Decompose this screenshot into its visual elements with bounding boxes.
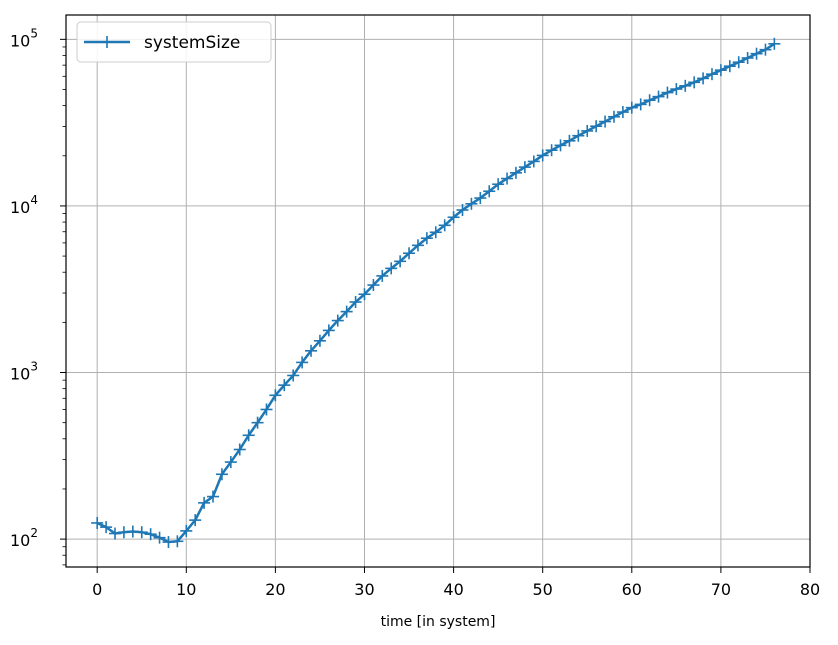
- data-point: [242, 429, 255, 442]
- data-point: [554, 139, 567, 152]
- data-point: [599, 115, 612, 128]
- data-point: [492, 178, 505, 191]
- data-point: [697, 72, 710, 85]
- data-point: [670, 83, 683, 96]
- data-point: [376, 269, 389, 282]
- data-point: [501, 172, 514, 185]
- data-point: [215, 468, 228, 481]
- data-point: [509, 166, 522, 179]
- x-tick-label: 0: [92, 580, 102, 599]
- data-point: [403, 247, 416, 260]
- data-point: [367, 279, 380, 292]
- data-point: [420, 232, 433, 245]
- data-point: [714, 64, 727, 77]
- data-point: [527, 155, 540, 168]
- data-point: [759, 43, 772, 56]
- data-point: [198, 496, 211, 509]
- data-point: [545, 144, 558, 157]
- data-point: [269, 389, 282, 402]
- data-point: [590, 120, 603, 133]
- data-point: [305, 344, 318, 357]
- legend-box: [76, 21, 272, 63]
- data-point: [732, 56, 745, 69]
- data-point: [518, 161, 531, 174]
- data-point: [438, 219, 451, 232]
- data-point: [340, 305, 353, 318]
- y-tick-label: 105: [10, 26, 38, 50]
- x-tick-label: 80: [800, 580, 820, 599]
- data-point: [483, 185, 496, 198]
- plot-frame: [65, 14, 811, 568]
- x-tick-label: 30: [354, 580, 374, 599]
- data-point: [109, 527, 122, 540]
- data-point: [251, 416, 264, 429]
- data-point: [171, 535, 184, 548]
- data-point: [153, 531, 166, 544]
- x-tick-label: 40: [443, 580, 463, 599]
- data-point: [634, 98, 647, 111]
- data-point: [358, 288, 371, 301]
- data-point: [260, 403, 273, 416]
- data-point: [474, 192, 487, 205]
- data-point: [607, 110, 620, 123]
- data-point: [750, 47, 763, 60]
- data-point: [723, 60, 736, 73]
- data-point: [741, 51, 754, 64]
- data-point: [313, 334, 326, 347]
- data-point: [616, 106, 629, 119]
- data-point: [768, 37, 781, 50]
- grid: [66, 15, 811, 567]
- data-point: [429, 226, 442, 239]
- data-point: [456, 204, 469, 217]
- data-point: [394, 255, 407, 268]
- x-tick-label: 70: [711, 580, 731, 599]
- data-point: [385, 262, 398, 275]
- y-tick-label: 104: [10, 193, 38, 217]
- data-point: [581, 124, 594, 137]
- y-tick-label: 102: [10, 526, 38, 550]
- data-point: [233, 443, 246, 456]
- data-point: [349, 296, 362, 309]
- data-point: [180, 524, 193, 537]
- data-point: [331, 314, 344, 327]
- data-point: [91, 516, 104, 529]
- data-point: [296, 356, 309, 369]
- data-point: [144, 528, 157, 541]
- x-tick-label: 50: [533, 580, 553, 599]
- data-point: [278, 379, 291, 392]
- x-tick-label: 20: [265, 580, 285, 599]
- legend-entry-systemSize: systemSize: [144, 33, 240, 53]
- data-point: [100, 521, 113, 534]
- series-systemSize: [91, 37, 781, 549]
- data-point: [135, 526, 148, 539]
- data-point: [447, 211, 460, 224]
- data-point: [679, 79, 692, 92]
- data-point: [224, 456, 237, 469]
- x-tick-label: 10: [176, 580, 196, 599]
- data-point: [652, 90, 665, 103]
- axis-ticks: 0 10 20 30 40 50 60 70 80 102 103 104 105: [10, 26, 820, 599]
- data-point: [536, 149, 549, 162]
- data-point: [189, 514, 202, 527]
- legend: systemSize: [76, 21, 272, 63]
- data-point: [322, 324, 335, 337]
- data-point: [643, 94, 656, 107]
- data-point: [688, 76, 701, 89]
- data-point: [287, 369, 300, 382]
- data-point: [411, 239, 424, 252]
- x-axis-label: time [in system]: [381, 614, 496, 630]
- data-point: [625, 101, 638, 114]
- y-tick-label: 103: [10, 360, 38, 384]
- x-tick-label: 60: [622, 580, 642, 599]
- data-point: [563, 134, 576, 147]
- data-point: [207, 490, 220, 503]
- data-point: [705, 68, 718, 81]
- data-point: [572, 129, 585, 142]
- data-point: [661, 86, 674, 99]
- data-point: [465, 197, 478, 210]
